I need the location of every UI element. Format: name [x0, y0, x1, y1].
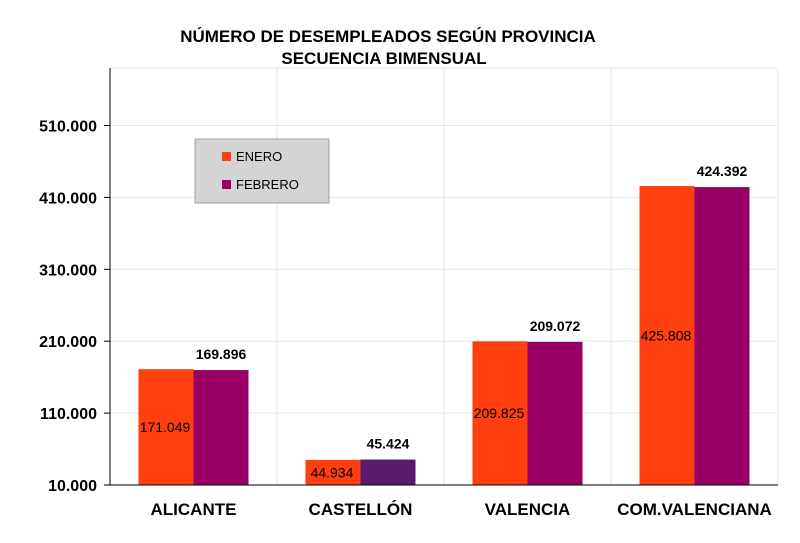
y-tick-label: 310.000	[39, 262, 97, 279]
y-axis: 10.000 110.000 210.000 310.000 410.000 510.00…	[39, 68, 111, 495]
data-label-febrero: 424.392	[697, 163, 748, 179]
y-tick-label: 410.000	[39, 190, 97, 207]
data-label-enero: 171.049	[140, 419, 191, 435]
bar-febrero-3	[694, 187, 750, 485]
x-category-label: CASTELLÓN	[309, 500, 413, 519]
bar-febrero-1	[360, 459, 416, 485]
legend-swatch-enero	[222, 152, 231, 161]
y-tick-label: 510.000	[39, 119, 97, 136]
chart-title: NÚMERO DE DESEMPLEADOS SEGÚN PROVINCIA	[180, 27, 596, 46]
y-tick-label: 110.000	[40, 406, 97, 423]
y-tick-label: 210.000	[39, 334, 97, 351]
x-axis: ALICANTE CASTELLÓN VALENCIA COM.VALENCIANA	[110, 484, 778, 519]
legend-swatch-febrero	[222, 180, 231, 189]
bars	[138, 186, 750, 485]
chart-subtitle: SECUENCIA BIMENSUAL	[281, 49, 486, 68]
legend-box	[194, 138, 330, 204]
data-label-enero: 209.825	[474, 405, 525, 421]
data-labels: 171.049 169.896 44.934 45.424 209.825 209.072…	[140, 163, 748, 480]
data-label-febrero: 169.896	[196, 346, 247, 362]
data-label-febrero: 45.424	[367, 436, 410, 452]
legend-label-enero: ENERO	[236, 149, 282, 164]
data-label-febrero: 209.072	[530, 318, 581, 334]
data-label-enero: 44.934	[311, 464, 354, 480]
bar-enero-3	[639, 186, 695, 485]
bar-enero-0	[138, 369, 194, 485]
y-tick-label: 10.000	[48, 478, 97, 495]
legend: ENERO FEBRERO	[194, 138, 330, 204]
x-category-label: COM.VALENCIANA	[617, 500, 772, 519]
bar-febrero-2	[527, 341, 583, 485]
x-category-label: ALICANTE	[151, 500, 237, 519]
bar-enero-1	[305, 459, 361, 485]
x-category-label: VALENCIA	[485, 500, 571, 519]
data-label-enero: 425.808	[641, 328, 692, 344]
legend-label-febrero: FEBRERO	[236, 177, 299, 192]
bar-febrero-0	[193, 370, 249, 485]
bar-enero-2	[472, 341, 528, 485]
